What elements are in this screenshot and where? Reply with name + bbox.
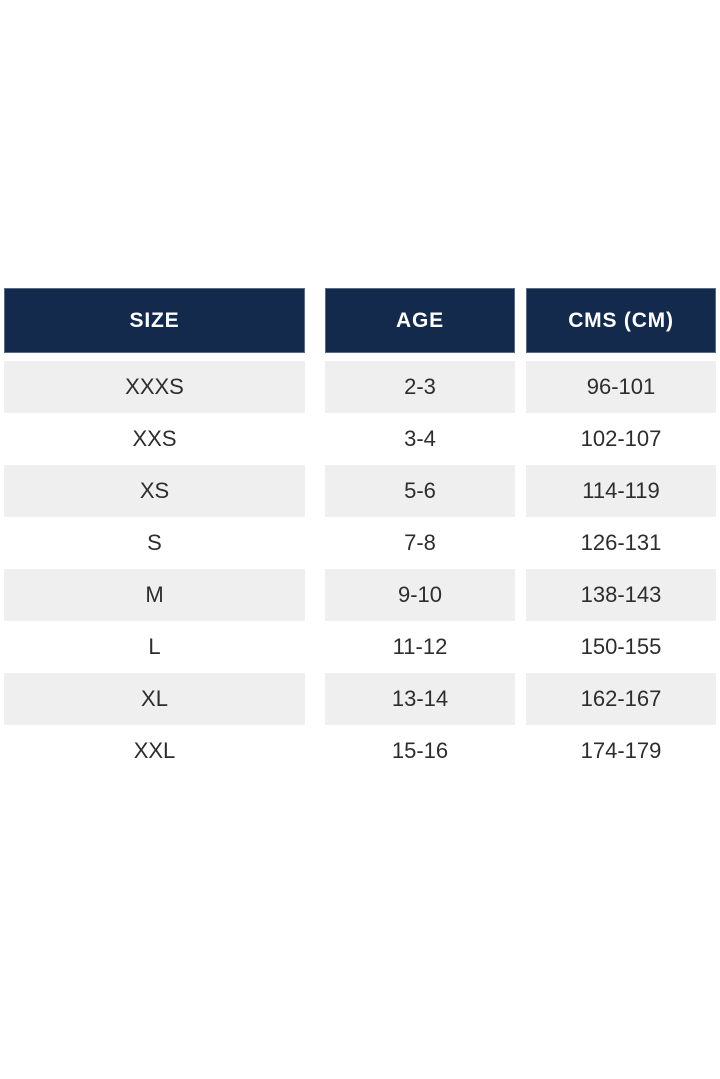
cms-cell-s: 126-131 <box>526 517 716 569</box>
size-column-header: SIZE <box>4 288 305 353</box>
age-cell-xs: 5-6 <box>325 465 515 517</box>
age-column: AGE 2-3 3-4 5-6 7-8 9-10 11-12 13-14 15-… <box>325 288 515 777</box>
size-cell-xs: XS <box>4 465 305 517</box>
age-cell-xxxs: 2-3 <box>325 361 515 413</box>
size-cell-xxxs: XXXS <box>4 361 305 413</box>
age-cell-xl: 13-14 <box>325 673 515 725</box>
age-cell-xxl: 15-16 <box>325 725 515 777</box>
age-cell-l: 11-12 <box>325 621 515 673</box>
size-cell-l: L <box>4 621 305 673</box>
age-cell-xxs: 3-4 <box>325 413 515 465</box>
cms-cell-xl: 162-167 <box>526 673 716 725</box>
cms-cell-m: 138-143 <box>526 569 716 621</box>
size-column: SIZE XXXS XXS XS S M L XL XXL <box>4 288 305 777</box>
cms-cell-xs: 114-119 <box>526 465 716 517</box>
cms-column-header: CMS (CM) <box>526 288 716 353</box>
cms-cell-xxxs: 96-101 <box>526 361 716 413</box>
size-cell-xl: XL <box>4 673 305 725</box>
cms-cell-xxs: 102-107 <box>526 413 716 465</box>
cms-column: CMS (CM) 96-101 102-107 114-119 126-131 … <box>526 288 716 777</box>
cms-cell-l: 150-155 <box>526 621 716 673</box>
size-chart-table: SIZE XXXS XXS XS S M L XL XXL AGE 2-3 3-… <box>4 288 716 777</box>
size-cell-xxl: XXL <box>4 725 305 777</box>
cms-cell-xxl: 174-179 <box>526 725 716 777</box>
size-cell-s: S <box>4 517 305 569</box>
age-column-header: AGE <box>325 288 515 353</box>
age-cell-s: 7-8 <box>325 517 515 569</box>
age-cell-m: 9-10 <box>325 569 515 621</box>
size-cell-m: M <box>4 569 305 621</box>
size-cell-xxs: XXS <box>4 413 305 465</box>
